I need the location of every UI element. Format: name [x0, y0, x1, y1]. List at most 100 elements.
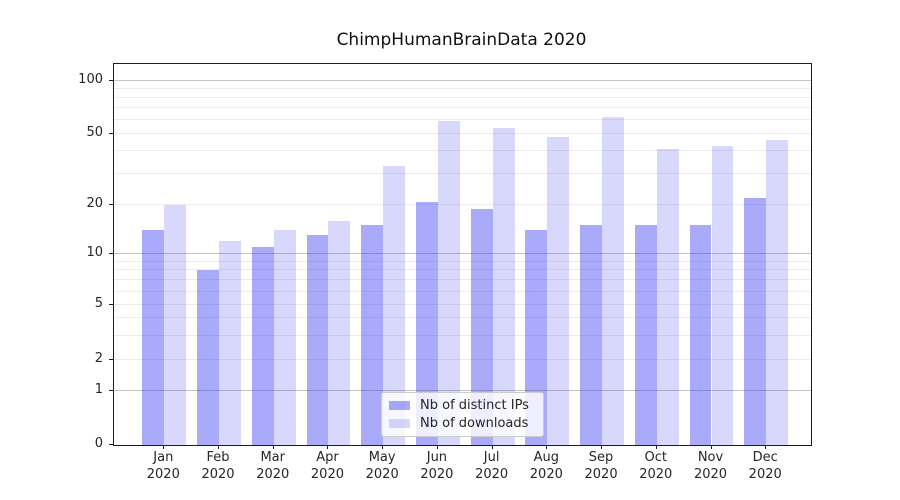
xtick-month-oct: Oct [644, 450, 667, 465]
xtick-mark-apr [327, 445, 329, 449]
xtick-month-aug: Aug [533, 450, 560, 465]
bar-ips-jun [416, 201, 438, 445]
legend-swatch-ips [389, 401, 410, 410]
ytick-label-20: 20 [86, 196, 103, 212]
legend-label-downloads: Nb of downloads [420, 416, 529, 431]
bar-ips-dec [744, 197, 767, 445]
bar-downloads-jun [437, 121, 460, 445]
xtick-mark-dec [765, 445, 767, 449]
ytick-label-50: 50 [86, 124, 103, 140]
gridline-major-100 [114, 80, 811, 81]
bar-ips-apr [306, 235, 329, 445]
legend-entry-downloads: Nb of downloads [389, 416, 543, 431]
bar-downloads-sep [602, 117, 624, 445]
bar-ips-may [361, 225, 384, 445]
ytick-mark-100 [109, 80, 113, 81]
xtick-month-may: May [368, 450, 396, 465]
xtick-year-sep: 2020 [584, 467, 618, 482]
xtick-year-mar: 2020 [256, 467, 290, 482]
xtick-label-jul: Jul 2020 [462, 449, 522, 483]
xtick-month-jun: Jun [426, 450, 448, 465]
xtick-year-may: 2020 [365, 467, 399, 482]
xtick-label-mar: Mar 2020 [243, 449, 303, 483]
xtick-mark-may [382, 445, 384, 449]
chart-title: ChimpHumanBrainData 2020 [336, 30, 587, 50]
bar-downloads-feb [219, 241, 241, 445]
legend-entry-ips: Nb of distinct IPs [389, 398, 543, 413]
bar-ips-sep [580, 225, 603, 445]
bar-ips-mar [251, 247, 274, 445]
bar-ips-aug [525, 230, 548, 445]
xtick-label-apr: Apr 2020 [297, 449, 357, 483]
ytick-label-5: 5 [94, 296, 103, 311]
xtick-mark-mar [272, 445, 274, 449]
gridline-minor-80 [114, 96, 811, 98]
legend: Nb of distinct IPs Nb of downloads [381, 392, 544, 437]
bar-downloads-jan [164, 205, 187, 445]
gridline-major-1 [114, 390, 811, 391]
xtick-label-may: May 2020 [352, 449, 412, 483]
xtick-label-nov: Nov 2020 [681, 449, 741, 483]
ytick-label-1: 1 [94, 382, 103, 397]
gridline-minor-40 [114, 150, 811, 152]
gridline-minor-30 [114, 172, 811, 174]
xtick-year-jun: 2020 [420, 467, 454, 482]
xtick-label-oct: Oct 2020 [626, 449, 686, 483]
ytick-mark-5 [109, 304, 113, 305]
xtick-mark-oct [655, 445, 657, 449]
bar-ips-jul [470, 208, 493, 445]
ytick-label-100: 100 [78, 72, 103, 87]
bar-ips-feb [197, 270, 219, 445]
xtick-label-feb: Feb 2020 [188, 449, 248, 483]
xtick-month-nov: Nov [697, 450, 724, 465]
bar-downloads-mar [273, 230, 296, 445]
bar-downloads-aug [547, 136, 570, 445]
xtick-mark-jun [436, 445, 438, 449]
ytick-label-2: 2 [94, 351, 103, 366]
xtick-label-aug: Aug 2020 [516, 449, 576, 483]
ytick-label-0: 0 [94, 436, 103, 451]
gridline-minor-7 [114, 279, 811, 281]
ytick-label-10: 10 [86, 244, 103, 260]
xtick-month-apr: Apr [316, 450, 339, 465]
xtick-label-jun: Jun 2020 [407, 449, 467, 483]
xtick-label-dec: Dec 2020 [735, 449, 795, 483]
xtick-month-feb: Feb [206, 450, 230, 465]
gridline-major-10 [114, 252, 811, 254]
xtick-year-jan: 2020 [146, 467, 180, 482]
plot-area: Nb of distinct IPs Nb of downloads [113, 63, 812, 446]
ytick-mark-0 [109, 444, 113, 445]
xtick-year-dec: 2020 [748, 467, 782, 482]
xtick-month-jan: Jan [153, 450, 174, 465]
xtick-mark-jul [491, 445, 493, 449]
bar-ips-oct [634, 225, 657, 445]
gridline-minor-20 [114, 204, 811, 206]
ytick-mark-1 [109, 390, 113, 391]
gridline-minor-3 [114, 334, 811, 336]
gridline-minor-60 [114, 118, 811, 120]
xtick-year-oct: 2020 [639, 467, 673, 482]
xtick-month-jul: Jul [483, 450, 500, 465]
gridline-minor-50 [114, 132, 811, 134]
gridline-minor-8 [114, 269, 811, 271]
xtick-year-aug: 2020 [529, 467, 563, 482]
xtick-mark-aug [546, 445, 548, 449]
xtick-year-jul: 2020 [475, 467, 509, 482]
xtick-month-sep: Sep [588, 450, 614, 465]
gridline-minor-4 [114, 317, 811, 319]
bar-ips-jan [142, 230, 165, 445]
ytick-mark-2 [109, 359, 113, 360]
ytick-mark-10 [109, 252, 113, 254]
xtick-month-dec: Dec [752, 450, 778, 465]
bar-downloads-dec [766, 140, 789, 445]
xtick-year-nov: 2020 [693, 467, 728, 482]
bar-downloads-jul [492, 127, 515, 445]
xtick-year-apr: 2020 [310, 467, 344, 482]
bar-downloads-may [383, 166, 406, 445]
bar-downloads-nov [711, 145, 734, 445]
xtick-mark-sep [601, 445, 603, 449]
ytick-mark-50 [109, 132, 113, 134]
xtick-label-sep: Sep 2020 [571, 449, 631, 483]
xtick-year-feb: 2020 [201, 467, 235, 482]
